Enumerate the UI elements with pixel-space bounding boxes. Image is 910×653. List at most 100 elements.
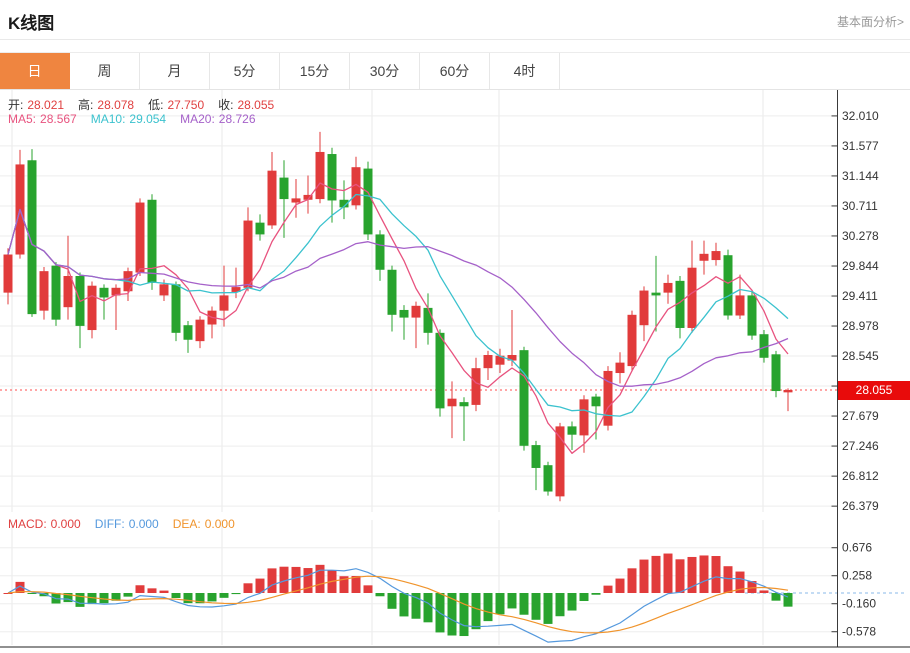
candle-body	[267, 170, 277, 226]
current-price-badge: 28.055	[838, 381, 910, 400]
candle-body	[699, 253, 709, 261]
readout-label: MA10:	[90, 112, 126, 126]
macd-bar	[567, 593, 577, 611]
fundamental-analysis-link[interactable]: 基本面分析>	[836, 15, 904, 29]
ma5-line	[7, 182, 789, 454]
candle-body	[3, 254, 13, 293]
candle-body	[759, 334, 769, 358]
y-axis-label: 30.278	[842, 229, 879, 243]
candle-body	[519, 350, 529, 446]
macd-bar	[543, 593, 553, 624]
tab-period-5[interactable]: 30分	[350, 53, 420, 89]
candle-body	[687, 267, 697, 328]
readout-value: 27.750	[167, 98, 205, 112]
tab-period-3[interactable]: 5分	[210, 53, 280, 89]
candle-body	[435, 332, 445, 409]
candle-body	[507, 355, 517, 361]
macd-bar	[723, 566, 733, 593]
macd-bar	[291, 566, 301, 593]
candle-body	[27, 160, 37, 315]
readout-label: MA5:	[8, 112, 37, 126]
macd-bar	[303, 568, 313, 593]
y-axis-label: 27.679	[842, 409, 879, 423]
ma20-line	[7, 208, 789, 387]
readout-label: 开:	[8, 98, 24, 112]
candle-body	[651, 292, 661, 296]
tab-period-0[interactable]: 日	[0, 53, 70, 89]
candle-body	[723, 255, 733, 316]
candle-body	[603, 370, 613, 426]
macd-bar	[339, 576, 349, 593]
readout-label: MA20:	[180, 112, 215, 126]
macd-bar	[747, 581, 757, 593]
candle-body	[375, 234, 385, 270]
candle-body	[459, 402, 469, 407]
y-axis-label: 28.978	[842, 319, 879, 333]
macd-readout-row: MACD: 0.000 DIFF: 0.000 DEA: 0.000	[8, 517, 249, 531]
y-axis-label: 32.010	[842, 109, 879, 123]
candle-body	[771, 354, 781, 392]
macd-bar	[411, 593, 421, 619]
macd-bar	[3, 593, 13, 594]
readout-label: MACD:	[8, 517, 47, 531]
kline-chart-canvas[interactable]: 32.010 31.577 31.144 30.711 30.278 29.844 29.4…	[0, 90, 910, 653]
macd-bar	[267, 568, 277, 593]
macd-bar	[759, 590, 769, 593]
macd-bar	[243, 583, 253, 593]
macd-bar	[87, 593, 97, 605]
tab-period-7[interactable]: 4时	[490, 53, 560, 89]
candle-body	[291, 198, 301, 203]
candle-body	[183, 325, 193, 340]
readout-label: 收:	[218, 98, 234, 112]
macd-bar	[531, 593, 541, 620]
tab-period-6[interactable]: 60分	[420, 53, 490, 89]
macd-bar	[591, 593, 601, 595]
candle-body	[363, 168, 373, 235]
candle-body	[711, 251, 721, 261]
candle-body	[471, 368, 481, 405]
candle-body	[87, 285, 97, 331]
macd-bar	[75, 593, 85, 607]
candle-body	[39, 271, 49, 311]
candles-layer	[3, 131, 793, 502]
candle-body	[51, 265, 61, 320]
readout-value: 0.000	[204, 517, 235, 531]
candle-body	[531, 445, 541, 468]
candle-body	[303, 194, 313, 200]
y-axis-label: 28.545	[842, 349, 879, 363]
candle-body	[387, 269, 397, 315]
candle-body	[423, 307, 433, 333]
candle-body	[339, 199, 349, 208]
macd-bar	[711, 556, 721, 593]
macd-bar	[171, 593, 181, 599]
kline-chart-region[interactable]: 32.010 31.577 31.144 30.711 30.278 29.844 29.4…	[0, 90, 910, 653]
macd-bar	[483, 593, 493, 622]
candle-body	[615, 362, 625, 374]
candle-body	[627, 314, 637, 367]
candle-body	[567, 426, 577, 435]
diff-line	[7, 568, 789, 643]
candle-body	[579, 399, 589, 436]
y-axis-label: 26.812	[842, 469, 879, 483]
macd-bar	[111, 593, 121, 601]
candle-body	[495, 355, 505, 365]
dea-line	[7, 575, 789, 634]
readout-value: 28.567	[40, 112, 77, 126]
tab-period-2[interactable]: 月	[140, 53, 210, 89]
tab-period-1[interactable]: 周	[70, 53, 140, 89]
candle-body	[159, 284, 169, 296]
y-axis-label: 26.379	[842, 499, 879, 513]
readout-label: 低:	[148, 98, 164, 112]
macd-bar	[39, 593, 49, 597]
macd-axis-label: -0.160	[842, 597, 876, 611]
candle-body	[219, 295, 229, 311]
macd-bar	[735, 571, 745, 593]
macd-bar	[207, 593, 217, 602]
period-tab-bar: 日周月 5分 15分 30分 60分 4时	[0, 52, 910, 90]
y-axis-label: 30.711	[842, 199, 878, 213]
candle-body	[327, 154, 337, 201]
readout-value: 28.021	[27, 98, 65, 112]
ma-readout-row: MA5: 28.567 MA10: 29.054 MA20: 28.726	[8, 112, 270, 126]
candle-body	[63, 276, 73, 308]
tab-period-4[interactable]: 15分	[280, 53, 350, 89]
